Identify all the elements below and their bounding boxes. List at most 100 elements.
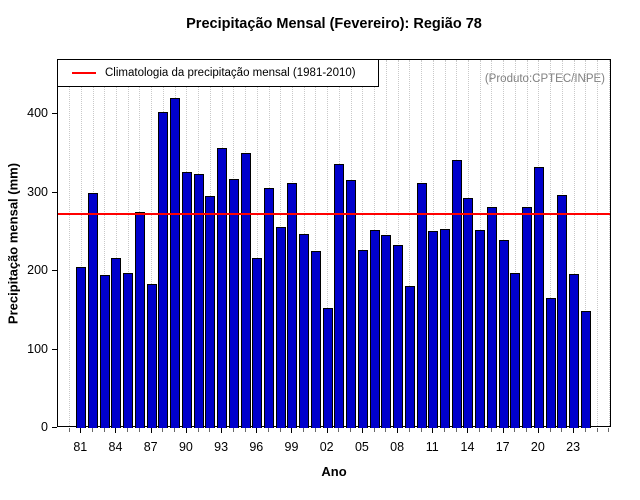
- bar-1992: [205, 195, 216, 428]
- x-tick: [303, 428, 305, 432]
- bar-2016: [486, 207, 497, 428]
- x-tick-label: 14: [460, 440, 475, 454]
- x-tick: [432, 428, 434, 433]
- bar-1997: [264, 187, 275, 428]
- bar-1985: [123, 272, 134, 428]
- x-tick: [549, 428, 551, 432]
- bar-1984: [111, 257, 122, 428]
- x-tick: [174, 428, 176, 432]
- bar-2021: [545, 297, 556, 428]
- bar-2015: [475, 230, 486, 428]
- bar-2005: [357, 249, 368, 428]
- grid-line: [597, 60, 599, 426]
- bar-2013: [451, 159, 462, 428]
- x-tick-label: 90: [178, 440, 193, 454]
- bar-2018: [510, 273, 521, 428]
- x-tick: [314, 428, 316, 432]
- bar-2003: [334, 164, 345, 428]
- grid-line: [256, 60, 258, 426]
- x-tick-label: 11: [425, 440, 439, 454]
- x-tick: [127, 428, 129, 432]
- y-tick-label: 200: [27, 263, 48, 277]
- bar-2006: [369, 230, 380, 428]
- bar-1994: [228, 179, 239, 428]
- grid-line: [151, 60, 153, 426]
- x-tick: [537, 428, 539, 433]
- y-tick: [52, 348, 57, 350]
- x-tick: [561, 428, 563, 432]
- x-tick: [221, 428, 223, 433]
- x-tick: [279, 428, 281, 432]
- bar-1988: [158, 112, 169, 428]
- x-tick-label: 17: [495, 440, 510, 454]
- x-axis-title: Ano: [321, 464, 347, 479]
- x-tick: [526, 428, 528, 432]
- grid-line: [514, 60, 516, 426]
- grid-line: [608, 60, 610, 426]
- watermark-label: (Produto:CPTEC/INPE): [484, 73, 605, 85]
- x-tick: [373, 428, 375, 432]
- x-tick: [103, 428, 105, 432]
- x-tick: [479, 428, 481, 432]
- grid-line: [115, 60, 117, 426]
- grid-line: [550, 60, 552, 426]
- x-tick: [232, 428, 234, 432]
- bar-1993: [217, 147, 228, 428]
- x-tick-label: 08: [390, 440, 405, 454]
- bar-2019: [522, 206, 533, 428]
- x-tick-label: 93: [214, 440, 229, 454]
- grid-line: [362, 60, 364, 426]
- bar-1990: [181, 172, 192, 428]
- x-tick: [80, 428, 82, 433]
- legend-label: Climatologia da precipitação mensal (198…: [105, 67, 356, 79]
- bar-1983: [99, 274, 110, 428]
- y-axis-title: Precipitação mensal (mm): [5, 162, 21, 325]
- x-tick: [514, 428, 516, 432]
- bar-1998: [275, 227, 286, 428]
- x-tick: [608, 428, 610, 432]
- x-tick: [326, 428, 328, 433]
- x-tick: [185, 428, 187, 433]
- x-tick: [420, 428, 422, 432]
- bar-2024: [580, 311, 591, 428]
- y-tick-label: 100: [27, 341, 48, 356]
- climatology-line: [58, 212, 610, 215]
- y-tick: [52, 427, 57, 428]
- bar-1986: [134, 212, 145, 428]
- bar-1995: [240, 153, 251, 428]
- x-tick-label: 05: [354, 440, 369, 454]
- y-tick-label: 400: [27, 106, 48, 120]
- x-tick: [291, 428, 293, 433]
- x-tick: [244, 428, 246, 432]
- x-tick: [268, 428, 270, 432]
- bar-2020: [533, 166, 544, 428]
- x-tick: [209, 428, 211, 432]
- x-tick-label: 23: [566, 440, 581, 454]
- x-tick: [385, 428, 387, 432]
- grid-line: [585, 60, 587, 426]
- y-tick: [52, 191, 57, 193]
- x-tick: [256, 428, 258, 433]
- bar-2011: [428, 230, 439, 428]
- grid-line: [69, 60, 71, 426]
- bar-2000: [299, 234, 310, 428]
- bar-2022: [557, 194, 568, 428]
- y-tick: [52, 113, 57, 114]
- bar-2010: [416, 183, 427, 428]
- x-tick: [150, 428, 152, 433]
- y-tick-label: 300: [27, 184, 48, 199]
- bar-2009: [404, 285, 415, 428]
- grid-line: [397, 60, 399, 426]
- bar-2001: [310, 250, 321, 428]
- grid-line: [409, 60, 411, 426]
- bar-2012: [440, 229, 451, 428]
- x-tick-label: 87: [143, 440, 158, 454]
- x-tick: [502, 428, 504, 433]
- x-tick: [338, 428, 340, 432]
- x-tick-label: 02: [319, 440, 334, 454]
- x-tick: [584, 428, 586, 432]
- grid-line: [104, 60, 106, 426]
- bar-1981: [76, 267, 87, 428]
- grid-line: [327, 60, 329, 426]
